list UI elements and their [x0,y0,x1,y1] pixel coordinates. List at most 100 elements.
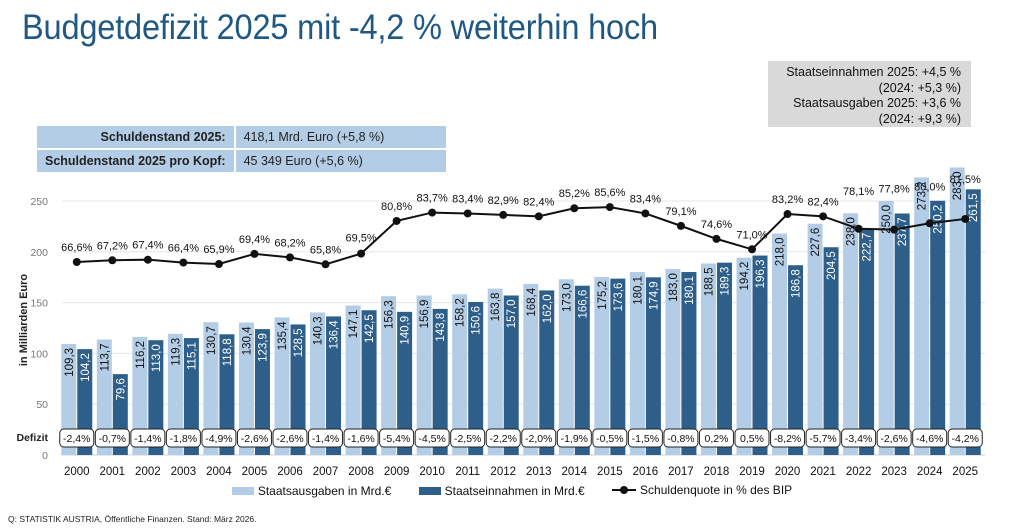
deficit-box [236,428,272,448]
deficit-box [308,428,344,448]
y-tick-label: 50 [36,399,48,411]
bar-label-einnahmen: 115,1 [186,342,198,370]
bar-label-ausgaben: 156,3 [384,300,396,329]
bar-label-einnahmen: 186,8 [791,269,803,298]
bar-label-ausgaben: 140,3 [313,316,325,345]
deficit-box [272,428,308,448]
x-tick-label: 2019 [739,466,765,478]
deficit-value: -4,2% [952,433,979,445]
debt-ratio-label: 67,2% [97,240,128,252]
debt-ratio-label: 77,8% [879,184,910,196]
deficit-box [450,428,486,448]
debt-per-capita-label: Schuldenstand 2025 pro Kopf: [35,148,236,174]
debt-ratio-point [179,258,188,267]
legend-item-ausgaben: Staatsausgaben in Mrd.€ [231,484,391,498]
bar-einnahmen [219,334,235,455]
debt-ratio-label: 69,5% [345,233,376,245]
bar-einnahmen [965,189,981,456]
bar-einnahmen [645,277,661,455]
debt-ratio-point [961,214,970,223]
debt-ratio-point [72,258,81,266]
bar-einnahmen [290,324,306,455]
debt-ratio-polyline [76,206,966,266]
debt-ratio-label: 78,1% [843,186,874,198]
deficit-value: -5,7% [809,433,836,445]
y-tick-label: 0 [42,450,48,462]
x-tick-label: 2014 [562,466,588,478]
deficit-value: -2,0% [525,433,552,445]
bar-ausgaben [203,322,219,455]
deficit-value: -2,6% [241,433,268,445]
legend-item-einnahmen: Staatseinnahmen in Mrd.€ [418,484,585,498]
debt-ratio-label: 79,1% [665,206,696,218]
bar-label-ausgaben: 168,4 [526,287,538,316]
bar-ausgaben [949,167,965,456]
bar-label-einnahmen: 173,6 [613,283,625,312]
bar-label-einnahmen: 204,5 [826,251,838,280]
bar-label-ausgaben: 188,5 [703,267,715,296]
bar-ausgaben [274,317,290,455]
bar-einnahmen [610,278,626,455]
bar-label-ausgaben: 163,8 [490,293,502,322]
bar-label-einnahmen: 79,6 [115,378,127,400]
x-tick-label: 2024 [917,466,943,478]
bar-label-ausgaben: 180,1 [632,276,644,305]
debt-ratio-point [570,204,579,213]
bar-ausgaben [345,305,361,455]
info-line: Staatseinnahmen 2025: +4,5 % [786,65,961,79]
bar-label-ausgaben: 156,9 [419,300,431,329]
deficit-box [414,428,450,448]
deficit-value: -4,9% [205,433,232,445]
debt-ratio-label: 71,0% [736,229,767,241]
bar-label-einnahmen: 189,3 [719,267,731,296]
bar-label-einnahmen: 123,9 [257,333,269,362]
debt-ratio-label: 74,6% [701,219,732,231]
legend-line-marker-icon [612,485,637,495]
bar-ausgaben [523,283,539,455]
debt-ratio-label: 83,2% [772,194,803,206]
bar-einnahmen [681,272,697,455]
bar-einnahmen [574,285,590,455]
deficit-box [521,428,557,448]
bar-label-ausgaben: 273,2 [917,181,929,210]
bar-label-ausgaben: 116,2 [135,341,147,369]
bar-ausgaben [487,288,503,455]
bar-einnahmen [326,316,342,455]
x-axis-ticks: 2000 2001 2002 2003 2004 2005 2006 2007 2008 2009… [64,466,978,478]
debt-summary-table: Schuldenstand 2025: 418,1 Mrd. Euro (+5,… [35,124,448,174]
bar-label-einnahmen: 250,2 [933,205,945,234]
deficit-value: -8,2% [774,433,801,445]
bar-label-einnahmen: 143,8 [435,313,447,342]
bar-ausgaben [381,296,397,455]
debt-ratio-point [925,219,934,228]
debt-value: 418,1 Mrd. Euro (+5,8 %) [233,124,448,150]
deficit-box [165,428,201,448]
bar-ausgaben [878,201,894,455]
deficit-box [912,428,948,448]
bar-einnahmen [894,213,910,455]
source-note: Q: STATISTIK AUSTRIA, Öffentliche Finanz… [8,514,257,524]
deficit-value: -1,4% [134,433,161,445]
bar-ausgaben [700,263,716,455]
debt-ratio-point [286,253,294,262]
legend-swatch-ausgaben [231,487,254,495]
bar-ausgaben [558,279,574,455]
debt-ratio-point [783,210,792,219]
x-tick-label: 2020 [775,466,801,478]
deficit-box [59,428,95,448]
bar-label-einnahmen: 128,5 [293,328,305,357]
bar-ausgaben [665,269,681,455]
deficit-value: -1,4% [312,433,339,445]
debt-label: Schuldenstand 2025: [35,124,236,150]
y-tick-label: 100 [30,348,48,360]
bar-label-ausgaben: 175,2 [597,281,609,310]
debt-ratio-point [357,249,366,258]
bar-label-einnahmen: 157,0 [506,299,518,328]
y-tick-label: 200 [30,247,48,259]
bar-ausgaben [843,213,859,455]
deficit-value: -2,4% [63,433,90,445]
bar-label-einnahmen: 166,6 [577,290,589,319]
deficit-box [94,428,130,448]
growth-info-box: Staatseinnahmen 2025: +4,5 % (2024: +5,3… [768,61,971,127]
info-line: (2024: +5,3 %) [878,80,961,95]
